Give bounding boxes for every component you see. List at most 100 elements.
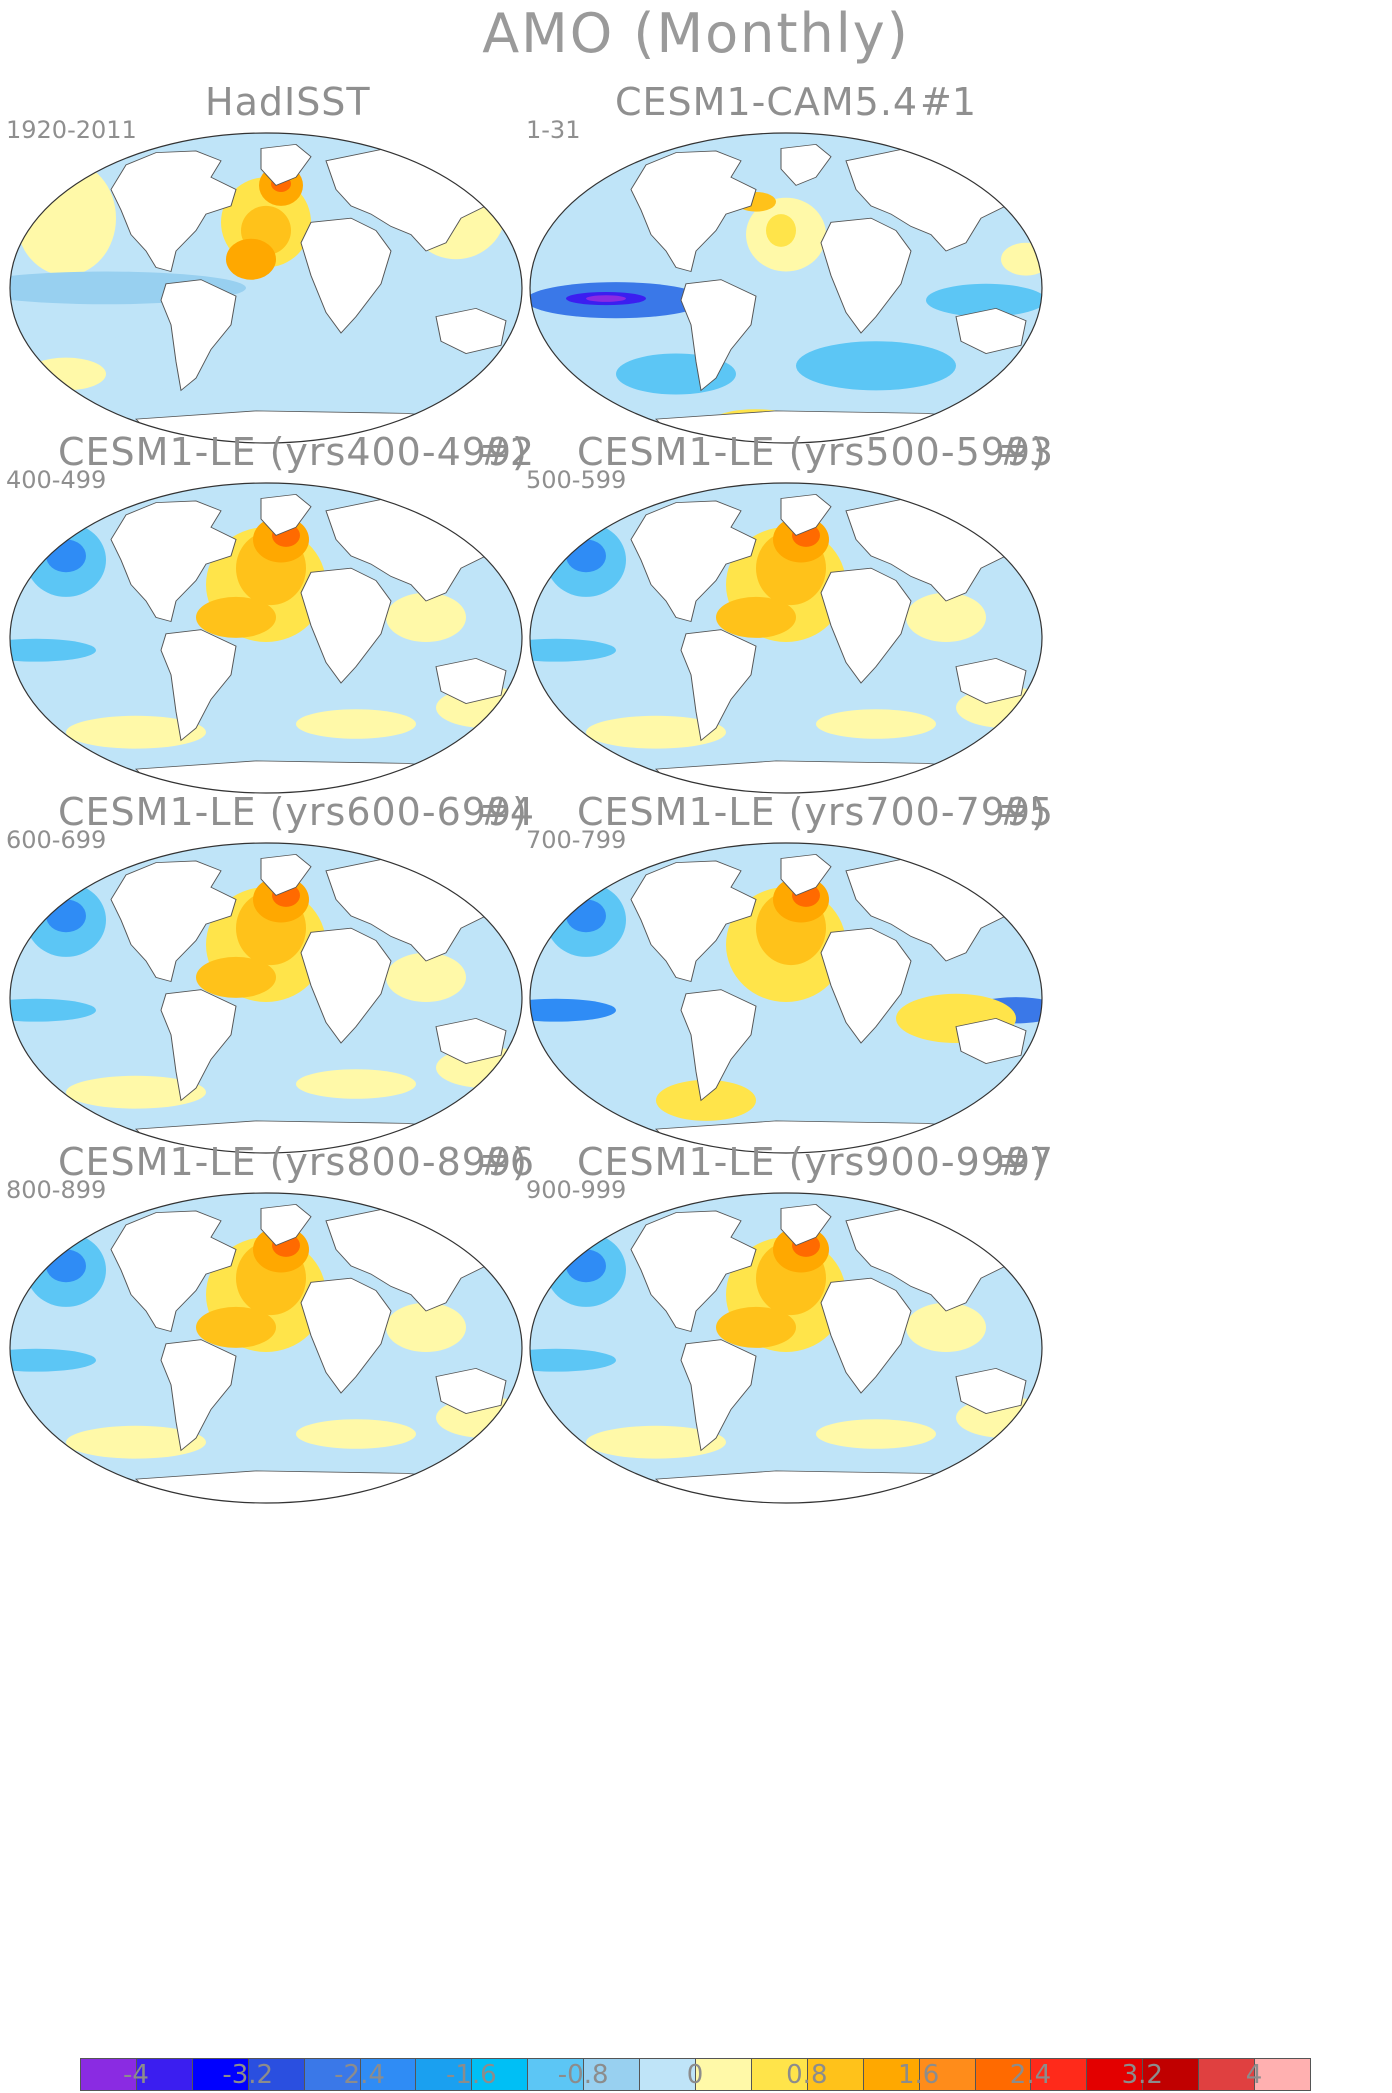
- colorbar-swatch: [1254, 2058, 1311, 2091]
- panel-title: HadISST: [205, 80, 371, 124]
- panel-title: CESM1-LE (yrs400-499): [58, 430, 528, 474]
- sst-anomaly-region: [46, 899, 86, 933]
- panel-year-range: 1-31: [526, 116, 581, 144]
- land-mass: [955, 1017, 1027, 1064]
- sst-anomaly-region: [530, 1348, 616, 1372]
- panel-title: CESM1-LE (yrs500-599): [577, 430, 1047, 474]
- colorbar: [80, 2058, 1311, 2091]
- sst-anomaly-region: [530, 638, 616, 662]
- sst-anomaly-region: [386, 592, 466, 642]
- land-mass: [110, 150, 237, 273]
- land-mass: [780, 493, 832, 536]
- colorbar-swatch: [974, 2058, 1032, 2091]
- sst-anomaly-region: [566, 1249, 606, 1283]
- map-border: [529, 132, 1043, 444]
- robinson-map: [9, 1192, 523, 1504]
- land-mass: [955, 657, 1027, 704]
- sst-anomaly-region: [716, 596, 796, 638]
- sst-anomaly-region: [296, 1069, 416, 1099]
- land-mass: [680, 629, 757, 742]
- panel-title: CESM1-LE (yrs900-999): [577, 1140, 1047, 1184]
- land-mass: [435, 657, 507, 704]
- map-panel-cesm1-le-2: CESM1-LE (yrs400-499) #2 400-499: [6, 430, 698, 898]
- colorbar-tick-label: -2.4: [334, 2060, 385, 2090]
- sst-anomaly-region: [816, 709, 936, 739]
- colorbar-tick-label: 0.8: [786, 2060, 828, 2090]
- robinson-map: [9, 842, 523, 1154]
- sst-anomaly-region: [586, 1425, 726, 1459]
- sst-anomaly-region: [66, 1425, 206, 1459]
- colorbar-swatch: [1142, 2058, 1200, 2091]
- land-mass: [110, 860, 237, 983]
- panel-number: #2: [478, 430, 535, 474]
- land-mass: [300, 567, 392, 684]
- sst-anomaly-region: [46, 1249, 86, 1283]
- land-mass: [160, 629, 237, 742]
- panel-number: #4: [478, 790, 535, 834]
- colorbar-swatch: [303, 2058, 361, 2091]
- colorbar-swatch: [80, 2058, 137, 2091]
- sst-anomaly-region: [16, 160, 116, 276]
- colorbar-swatch: [135, 2058, 193, 2091]
- land-mass: [630, 500, 757, 623]
- colorbar-tick-label: 2.4: [1009, 2060, 1052, 2090]
- map-panel-cesm1-cam54: CESM1-CAM5.4 #1 1-31: [526, 80, 1218, 548]
- land-mass: [435, 307, 507, 354]
- sst-anomaly-region: [10, 638, 96, 662]
- panel-year-range: 900-999: [526, 1176, 627, 1204]
- land-mass: [820, 217, 912, 334]
- sst-anomaly-region: [566, 539, 606, 573]
- map-border: [9, 1192, 523, 1504]
- land-mass: [655, 1470, 1042, 1503]
- map-panel-cesm1-le-3: CESM1-LE (yrs500-599) #3 500-599: [526, 430, 1218, 898]
- land-mass: [110, 1210, 237, 1333]
- land-mass: [630, 150, 757, 273]
- panel-number: #1: [920, 80, 977, 124]
- land-mass: [260, 853, 312, 896]
- land-mass: [680, 1339, 757, 1452]
- colorbar-tick-label: -3.2: [222, 2060, 274, 2090]
- map-border: [529, 1192, 1043, 1504]
- colorbar-swatch: [359, 2058, 417, 2091]
- colorbar-swatch: [583, 2058, 641, 2091]
- land-mass: [780, 853, 832, 896]
- map-border: [529, 842, 1043, 1154]
- map-border: [9, 482, 523, 794]
- land-mass: [435, 1017, 507, 1064]
- sst-anomaly-region: [296, 1419, 416, 1449]
- colorbar-swatch: [862, 2058, 920, 2091]
- robinson-map: [529, 482, 1043, 794]
- panel-title: CESM1-LE (yrs800-899): [58, 1140, 528, 1184]
- land-mass: [435, 1367, 507, 1414]
- land-mass: [300, 927, 392, 1044]
- map-panel-cesm1-le-5: CESM1-LE (yrs700-799) #5 700-799: [526, 790, 1218, 1258]
- colorbar-swatch: [191, 2058, 249, 2091]
- land-mass: [300, 1277, 392, 1394]
- panel-year-range: 800-899: [6, 1176, 107, 1204]
- colorbar-swatch: [639, 2058, 696, 2091]
- sst-anomaly-region: [906, 592, 986, 642]
- map-panel-cesm1-le-7: CESM1-LE (yrs900-999) #7 900-999: [526, 1140, 1218, 1608]
- sst-anomaly-region: [816, 1419, 936, 1449]
- colorbar-tick-label: -4: [122, 2060, 149, 2090]
- map-panel-hadisst: HadISST 1920-2011: [6, 80, 698, 548]
- land-mass: [160, 989, 237, 1102]
- sst-anomaly-region: [196, 1306, 276, 1348]
- land-mass: [300, 217, 392, 334]
- land-mass: [630, 860, 757, 983]
- land-mass: [260, 1203, 312, 1246]
- land-mass: [955, 307, 1027, 354]
- map-border: [529, 482, 1043, 794]
- colorbar-swatch: [1198, 2058, 1256, 2091]
- land-mass: [160, 1339, 237, 1452]
- colorbar-swatch: [695, 2058, 752, 2091]
- figure-title: AMO (Monthly): [482, 2, 910, 65]
- robinson-map: [9, 132, 523, 444]
- land-mass: [110, 500, 237, 623]
- sst-anomaly-region: [386, 1302, 466, 1352]
- sst-anomaly-region: [530, 998, 616, 1022]
- land-mass: [780, 143, 832, 186]
- sst-anomaly-region: [66, 1075, 206, 1109]
- sst-anomaly-region: [46, 539, 86, 573]
- land-mass: [630, 1210, 757, 1333]
